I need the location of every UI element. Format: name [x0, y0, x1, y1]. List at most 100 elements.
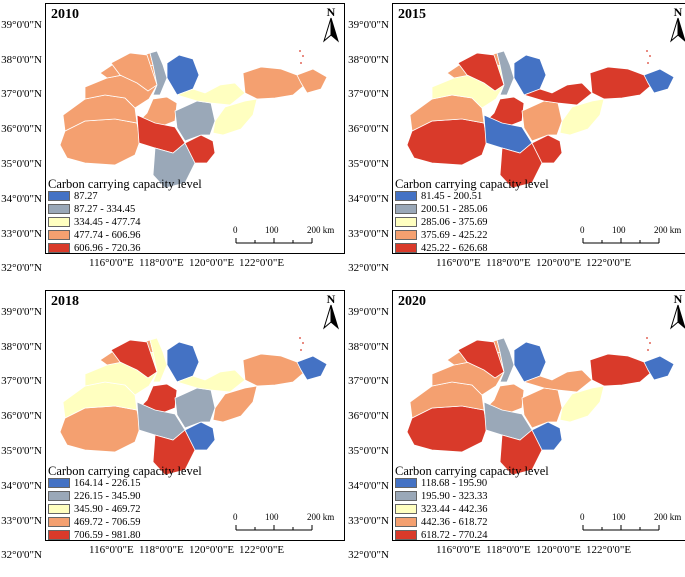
lat-label: 35°0'0"N	[348, 445, 389, 457]
lon-label: 118°0'0"E	[486, 257, 531, 269]
legend-item: 87.27 - 334.45	[48, 204, 135, 215]
prefecture-region	[175, 82, 246, 106]
map-panel-2010: 2010 N Carbon carrying capacity level 87.27…	[45, 3, 345, 254]
island-dot	[302, 342, 304, 344]
lat-label: 37°0'0"N	[348, 88, 389, 100]
shandong-map	[406, 50, 675, 189]
lon-label: 116°0'0"E	[436, 257, 481, 269]
legend-item: 425.22 - 626.68	[395, 243, 488, 254]
legend-swatch	[395, 217, 417, 227]
island-dot	[299, 50, 301, 52]
lat-label: 35°0'0"N	[1, 158, 42, 170]
prefecture-region	[559, 385, 605, 423]
lat-label: 32°0'0"N	[348, 549, 389, 561]
scale-label: 0	[233, 225, 238, 235]
legend-item: 375.69 - 425.22	[395, 230, 488, 241]
prefecture-region	[174, 100, 216, 142]
legend-swatch	[395, 478, 417, 488]
lat-label: 39°0'0"N	[348, 19, 389, 31]
map-panel-2020: 2020 N Carbon carrying capacity level 118.6…	[392, 290, 685, 541]
shandong-map	[59, 50, 328, 189]
lat-label: 37°0'0"N	[1, 375, 42, 387]
island-dot	[300, 349, 302, 351]
scale-bar: 0 100 200 km	[580, 225, 682, 247]
scale-label: 0	[580, 225, 585, 235]
lon-label: 116°0'0"E	[436, 544, 481, 556]
legend-swatch	[395, 491, 417, 501]
lat-label: 36°0'0"N	[348, 123, 389, 135]
prefecture-region	[496, 337, 515, 383]
legend-label: 226.15 - 345.90	[74, 491, 141, 502]
shandong-map	[59, 337, 328, 476]
lon-label: 116°0'0"E	[89, 544, 134, 556]
lat-label: 34°0'0"N	[348, 193, 389, 205]
island-dot	[302, 55, 304, 57]
lat-label: 35°0'0"N	[1, 445, 42, 457]
scale-label: 0	[233, 512, 238, 522]
prefecture-region	[589, 353, 655, 387]
legend-label: 195.90 - 323.33	[421, 491, 488, 502]
scale-ticks	[582, 238, 660, 244]
prefecture-region	[174, 387, 216, 429]
scale-label: 100	[265, 225, 279, 235]
scale-label: 200 km	[654, 512, 682, 522]
legend-item: 81.45 - 200.51	[395, 191, 482, 202]
legend-swatch	[48, 230, 70, 240]
legend-item: 195.90 - 323.33	[395, 491, 488, 502]
legend-item: 606.96 - 720.36	[48, 243, 141, 254]
legend-title: Carbon carrying capacity level	[395, 177, 549, 191]
prefecture-region	[212, 98, 258, 136]
legend-item: 334.45 - 477.74	[48, 217, 141, 228]
prefecture-region	[499, 429, 543, 476]
prefecture-region	[296, 68, 328, 94]
legend-swatch	[395, 191, 417, 201]
prefecture-region	[296, 355, 328, 381]
panel-year: 2018	[51, 294, 79, 309]
lon-label: 122°0'0"E	[239, 544, 285, 556]
lat-label: 34°0'0"N	[1, 193, 42, 205]
north-arrow-icon: N	[321, 5, 341, 45]
lon-label: 120°0'0"E	[536, 257, 582, 269]
legend-label: 87.27 - 334.45	[74, 204, 136, 215]
legend-title: Carbon carrying capacity level	[48, 177, 202, 191]
north-label: N	[327, 292, 336, 306]
prefecture-region	[166, 341, 200, 383]
lon-label: 122°0'0"E	[586, 544, 632, 556]
legend-item: 118.68 - 195.90	[395, 478, 487, 489]
map-panel-2015: 2015 N Carbon carrying capacity level 81.45…	[392, 3, 685, 254]
legend-label: 606.96 - 720.36	[74, 243, 141, 254]
scale-label: 200 km	[307, 225, 335, 235]
lat-label: 32°0'0"N	[1, 549, 42, 561]
scale-ticks	[235, 525, 313, 531]
lat-label: 35°0'0"N	[348, 158, 389, 170]
legend-label: 164.14 - 226.15	[74, 478, 141, 489]
lon-label: 120°0'0"E	[189, 257, 235, 269]
legend-title: Carbon carrying capacity level	[395, 464, 549, 478]
lat-label: 32°0'0"N	[1, 262, 42, 274]
island-dot	[646, 50, 648, 52]
island-dot	[299, 337, 301, 339]
legend-item: 345.90 - 469.72	[48, 504, 141, 515]
north-label: N	[327, 5, 336, 19]
legend-title: Carbon carrying capacity level	[48, 464, 202, 478]
prefecture-region	[149, 50, 168, 96]
prefecture-region	[521, 100, 563, 142]
north-arrow-icon: N	[321, 292, 341, 332]
lon-label: 116°0'0"E	[89, 257, 134, 269]
legend-item: 477.74 - 606.96	[48, 230, 141, 241]
lon-label: 118°0'0"E	[139, 544, 184, 556]
legend-label: 334.45 - 477.74	[74, 217, 141, 228]
island-dot	[649, 55, 651, 57]
lat-label: 36°0'0"N	[348, 410, 389, 422]
panel-year: 2015	[398, 7, 426, 22]
legend-label: 706.59 - 981.80	[74, 530, 141, 541]
prefecture-region	[496, 50, 515, 96]
legend-item: 226.15 - 345.90	[48, 491, 141, 502]
legend-swatch	[48, 504, 70, 514]
scale-ticks	[582, 525, 660, 531]
island-dot	[647, 349, 649, 351]
legend-swatch	[395, 517, 417, 527]
lon-label: 122°0'0"E	[586, 257, 632, 269]
prefecture-region	[513, 341, 547, 383]
legend-swatch	[395, 204, 417, 214]
